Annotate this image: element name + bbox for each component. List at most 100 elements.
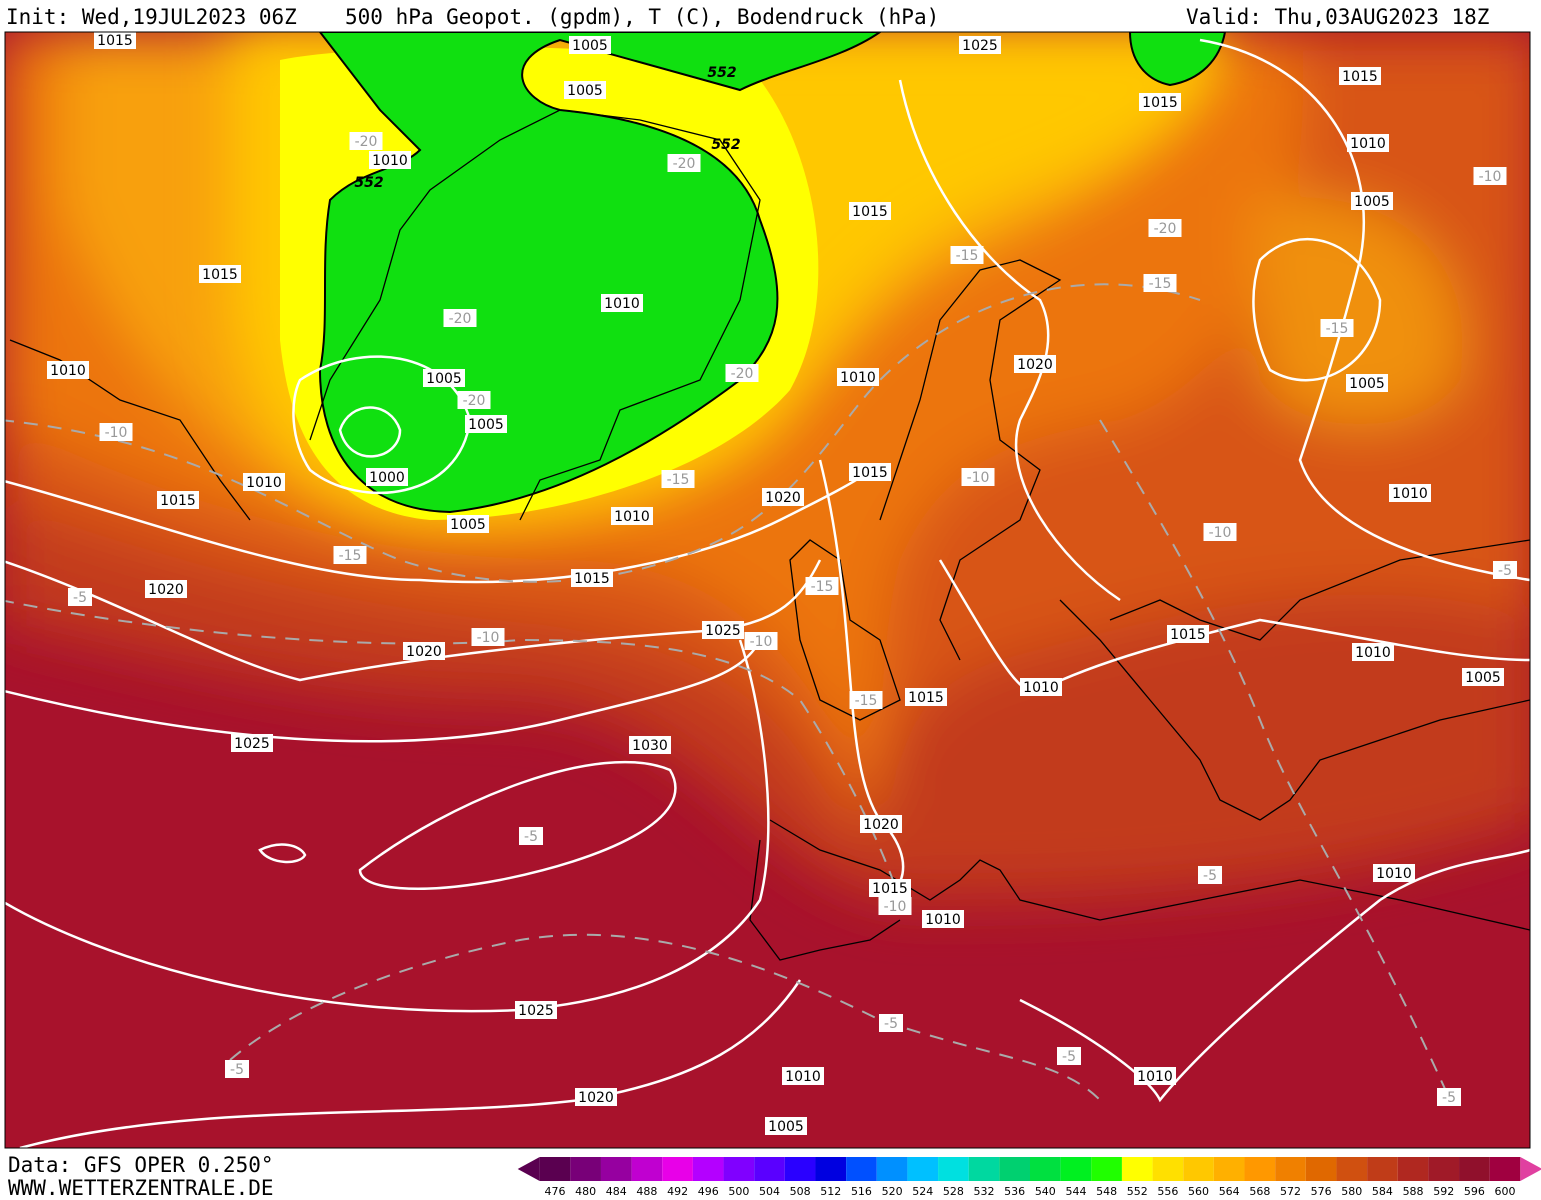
legend-tick-label: 492: [667, 1185, 688, 1198]
legend-swatch: [815, 1157, 847, 1181]
isobar-label-box: [571, 569, 613, 587]
temperature-label: -20: [673, 156, 696, 172]
isobar-label: 1010: [1376, 866, 1412, 882]
isobar-label: 1015: [1142, 95, 1178, 111]
color-legend: 476 480 484 488 492 496 500 504 508 512 516 520 524 5…: [517, 1157, 1541, 1198]
legend-tick-label: 548: [1096, 1185, 1117, 1198]
isobar-label: 1005: [1349, 376, 1385, 392]
temperature-label-box: [849, 691, 883, 709]
isobar-label-box: [94, 32, 136, 49]
temperature-label-box: [471, 628, 505, 646]
isobar-label: 1005: [567, 83, 603, 99]
isobar-label-box: [629, 736, 671, 754]
isobar-label: 1010: [1350, 136, 1386, 152]
legend-tick-label: 556: [1157, 1185, 1178, 1198]
temperature-label: -5: [524, 829, 538, 845]
isobar-label-box: [1134, 1067, 1176, 1085]
legend-swatch: [1305, 1157, 1337, 1181]
isobar-label-box: [1139, 93, 1181, 111]
legend-tick-label: 496: [698, 1185, 719, 1198]
legend-tick-label: 476: [545, 1185, 566, 1198]
isobar-label-box: [1373, 864, 1415, 882]
temperature-label-box: [805, 577, 839, 595]
legend-swatch: [662, 1157, 693, 1181]
temperature-label: -15: [811, 579, 834, 595]
legend-tick-label: 540: [1035, 1185, 1056, 1198]
isobar-label: 1015: [574, 571, 610, 587]
isobar-label-box: [1167, 625, 1209, 643]
isobar-label-box: [1351, 192, 1393, 210]
temperature-label-box: [879, 1014, 903, 1032]
legend-swatch: [999, 1157, 1030, 1181]
isobar-label-box: [575, 1088, 617, 1106]
isobar-label: 1010: [840, 370, 876, 386]
isobar-label: 1005: [572, 38, 608, 54]
isobar-label: 1000: [369, 470, 405, 486]
temperature-label: -10: [1479, 169, 1502, 185]
isobar-label: 1015: [1170, 627, 1206, 643]
temperature-label: -5: [1203, 868, 1217, 884]
legend-arrow-left: [517, 1157, 540, 1181]
isobar-label-box: [611, 507, 653, 525]
isobar-label: 1015: [908, 690, 944, 706]
legend-tick-label: 584: [1372, 1185, 1393, 1198]
temperature-label: -5: [230, 1062, 244, 1078]
isobars: [5, 38, 1530, 1148]
legend-swatch: [1121, 1157, 1153, 1181]
isobar-label-box: [1389, 484, 1431, 502]
temperature-label-box: [519, 827, 543, 845]
isobar-label: 1015: [202, 267, 238, 283]
legend-tick-label: 524: [912, 1185, 933, 1198]
isobar-label: 1010: [246, 475, 282, 491]
isobar-label-box: [905, 688, 947, 706]
legend-swatch: [1213, 1157, 1245, 1181]
temperature-label-box: [950, 246, 984, 264]
temperature-label-box: [1143, 274, 1177, 292]
legend-tick-label: 552: [1127, 1185, 1148, 1198]
legend-swatch: [1060, 1157, 1092, 1181]
isobar-label: 1020: [765, 490, 801, 506]
temperature-label: -20: [449, 311, 472, 327]
isobar-label: 1010: [604, 296, 640, 312]
temperature-label-box: [878, 897, 912, 915]
temperature-label: -10: [967, 470, 990, 486]
isobar-label: 1010: [1023, 680, 1059, 696]
isobar-label-box: [465, 415, 507, 433]
site-url: WWW.WETTERZENTRALE.DE: [8, 1176, 274, 1200]
temperature-label-box: [443, 309, 477, 327]
isobar-label: 1010: [785, 1069, 821, 1085]
isobar-label-box: [447, 515, 489, 533]
isobar-label-box: [849, 202, 891, 220]
isobar-label: 1005: [450, 517, 486, 533]
legend-swatch: [907, 1157, 939, 1181]
temperature-label-box: [1473, 167, 1507, 185]
legend-tick-label: 560: [1188, 1185, 1209, 1198]
isobar-label: 1015: [872, 881, 908, 897]
temperature-label-box: [1198, 866, 1222, 884]
legend-swatch: [723, 1157, 755, 1181]
legend-tick-label: 508: [790, 1185, 811, 1198]
isobar-label-box: [231, 734, 273, 752]
isobar-label-box: [366, 468, 408, 486]
height-label: 552: [707, 65, 736, 81]
isobar-label: 1010: [1392, 486, 1428, 502]
temperature-label-box: [725, 364, 759, 382]
isobar-label-box: [1347, 134, 1389, 152]
legend-swatch: [1152, 1157, 1184, 1181]
temperature-label-box: [225, 1060, 249, 1078]
temperature-label: -20: [355, 134, 378, 150]
isobar-label: 1025: [518, 1003, 554, 1019]
isobar-label-box: [1020, 678, 1062, 696]
height-548-east: [1128, 32, 1227, 87]
isobar-label-box: [922, 910, 964, 928]
isobar-label: 1025: [962, 38, 998, 54]
legend-tick-label: 580: [1341, 1185, 1362, 1198]
isobar-label-box: [199, 265, 241, 283]
isobar-label-box: [837, 368, 879, 386]
map: 1015 1005 1025 1015 1015 1005 1010 1010 1005 1015…: [5, 32, 1530, 1148]
isobar-label: 1025: [705, 623, 741, 639]
isobar-label: 1010: [925, 912, 961, 928]
legend-swatch: [1489, 1157, 1521, 1181]
temperature-label-box: [1437, 1088, 1461, 1106]
legend-swatch: [968, 1157, 1000, 1181]
